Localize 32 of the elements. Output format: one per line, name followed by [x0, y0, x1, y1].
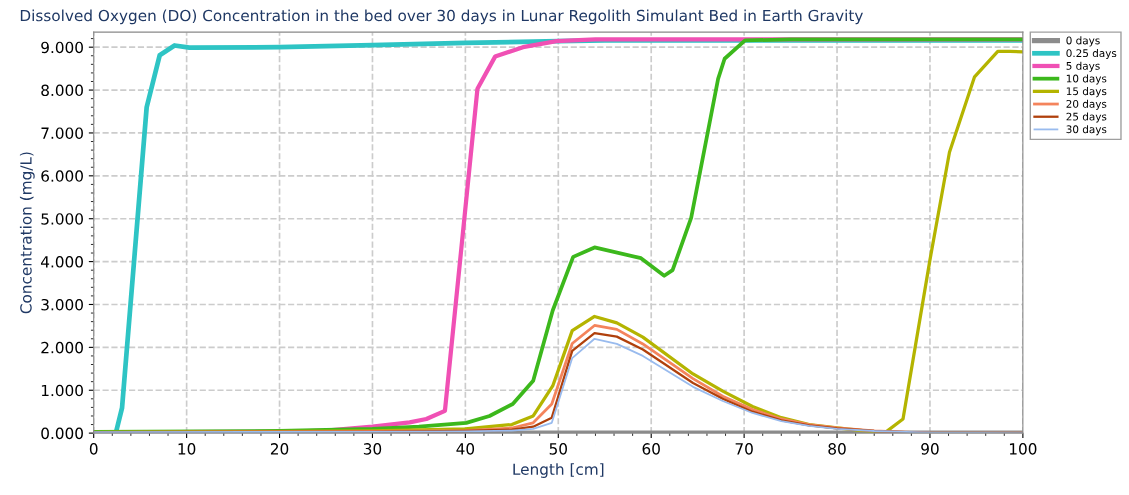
x-tick-label: 70: [735, 443, 753, 455]
x-tick-label: 10: [178, 443, 196, 455]
y-tick-label: 0.000: [41, 427, 83, 440]
chart-title: Dissolved Oxygen (DO) Concentration in the bed over 30 days in Lunar Regolith Simulant Bed in Earth Gravity: [20, 9, 863, 25]
y-axis-title: Concentration (mg/L): [19, 152, 35, 314]
y-tick-label: 7.000: [41, 127, 83, 139]
y-tick-label: 6.000: [41, 170, 83, 182]
x-axis-title: Length [cm]: [513, 463, 604, 478]
y-tick-label: 3.000: [41, 298, 83, 311]
x-tick-label: 40: [456, 443, 475, 455]
x-tick-label: 100: [1009, 443, 1037, 455]
y-tick-label: 4.000: [40, 256, 83, 268]
y-tick-label: 2.000: [41, 341, 83, 354]
x-tick-label: 90: [921, 443, 939, 455]
x-tick-label: 30: [363, 443, 382, 455]
legend-label: 15 days: [1066, 87, 1107, 98]
legend-label: 25 days: [1066, 112, 1107, 123]
legend-label: 5 days: [1066, 61, 1100, 72]
y-tick-label: 5.000: [41, 213, 83, 225]
y-tick-label: 9.000: [41, 41, 83, 54]
legend-label: 0.25 days: [1066, 49, 1117, 60]
x-tick-label: 60: [642, 443, 660, 455]
x-tick-label: 0: [89, 443, 98, 455]
x-tick-label: 50: [549, 443, 567, 455]
legend-label: 20 days: [1066, 99, 1107, 110]
x-tick-label: 20: [270, 443, 289, 455]
legend-label: 10 days: [1066, 74, 1107, 85]
legend-label: 30 days: [1066, 125, 1107, 136]
x-tick-label: 80: [828, 443, 846, 455]
y-tick-label: 8.000: [41, 84, 83, 97]
legend-label: 0 days: [1066, 36, 1100, 47]
y-tick-label: 1.000: [41, 384, 83, 397]
